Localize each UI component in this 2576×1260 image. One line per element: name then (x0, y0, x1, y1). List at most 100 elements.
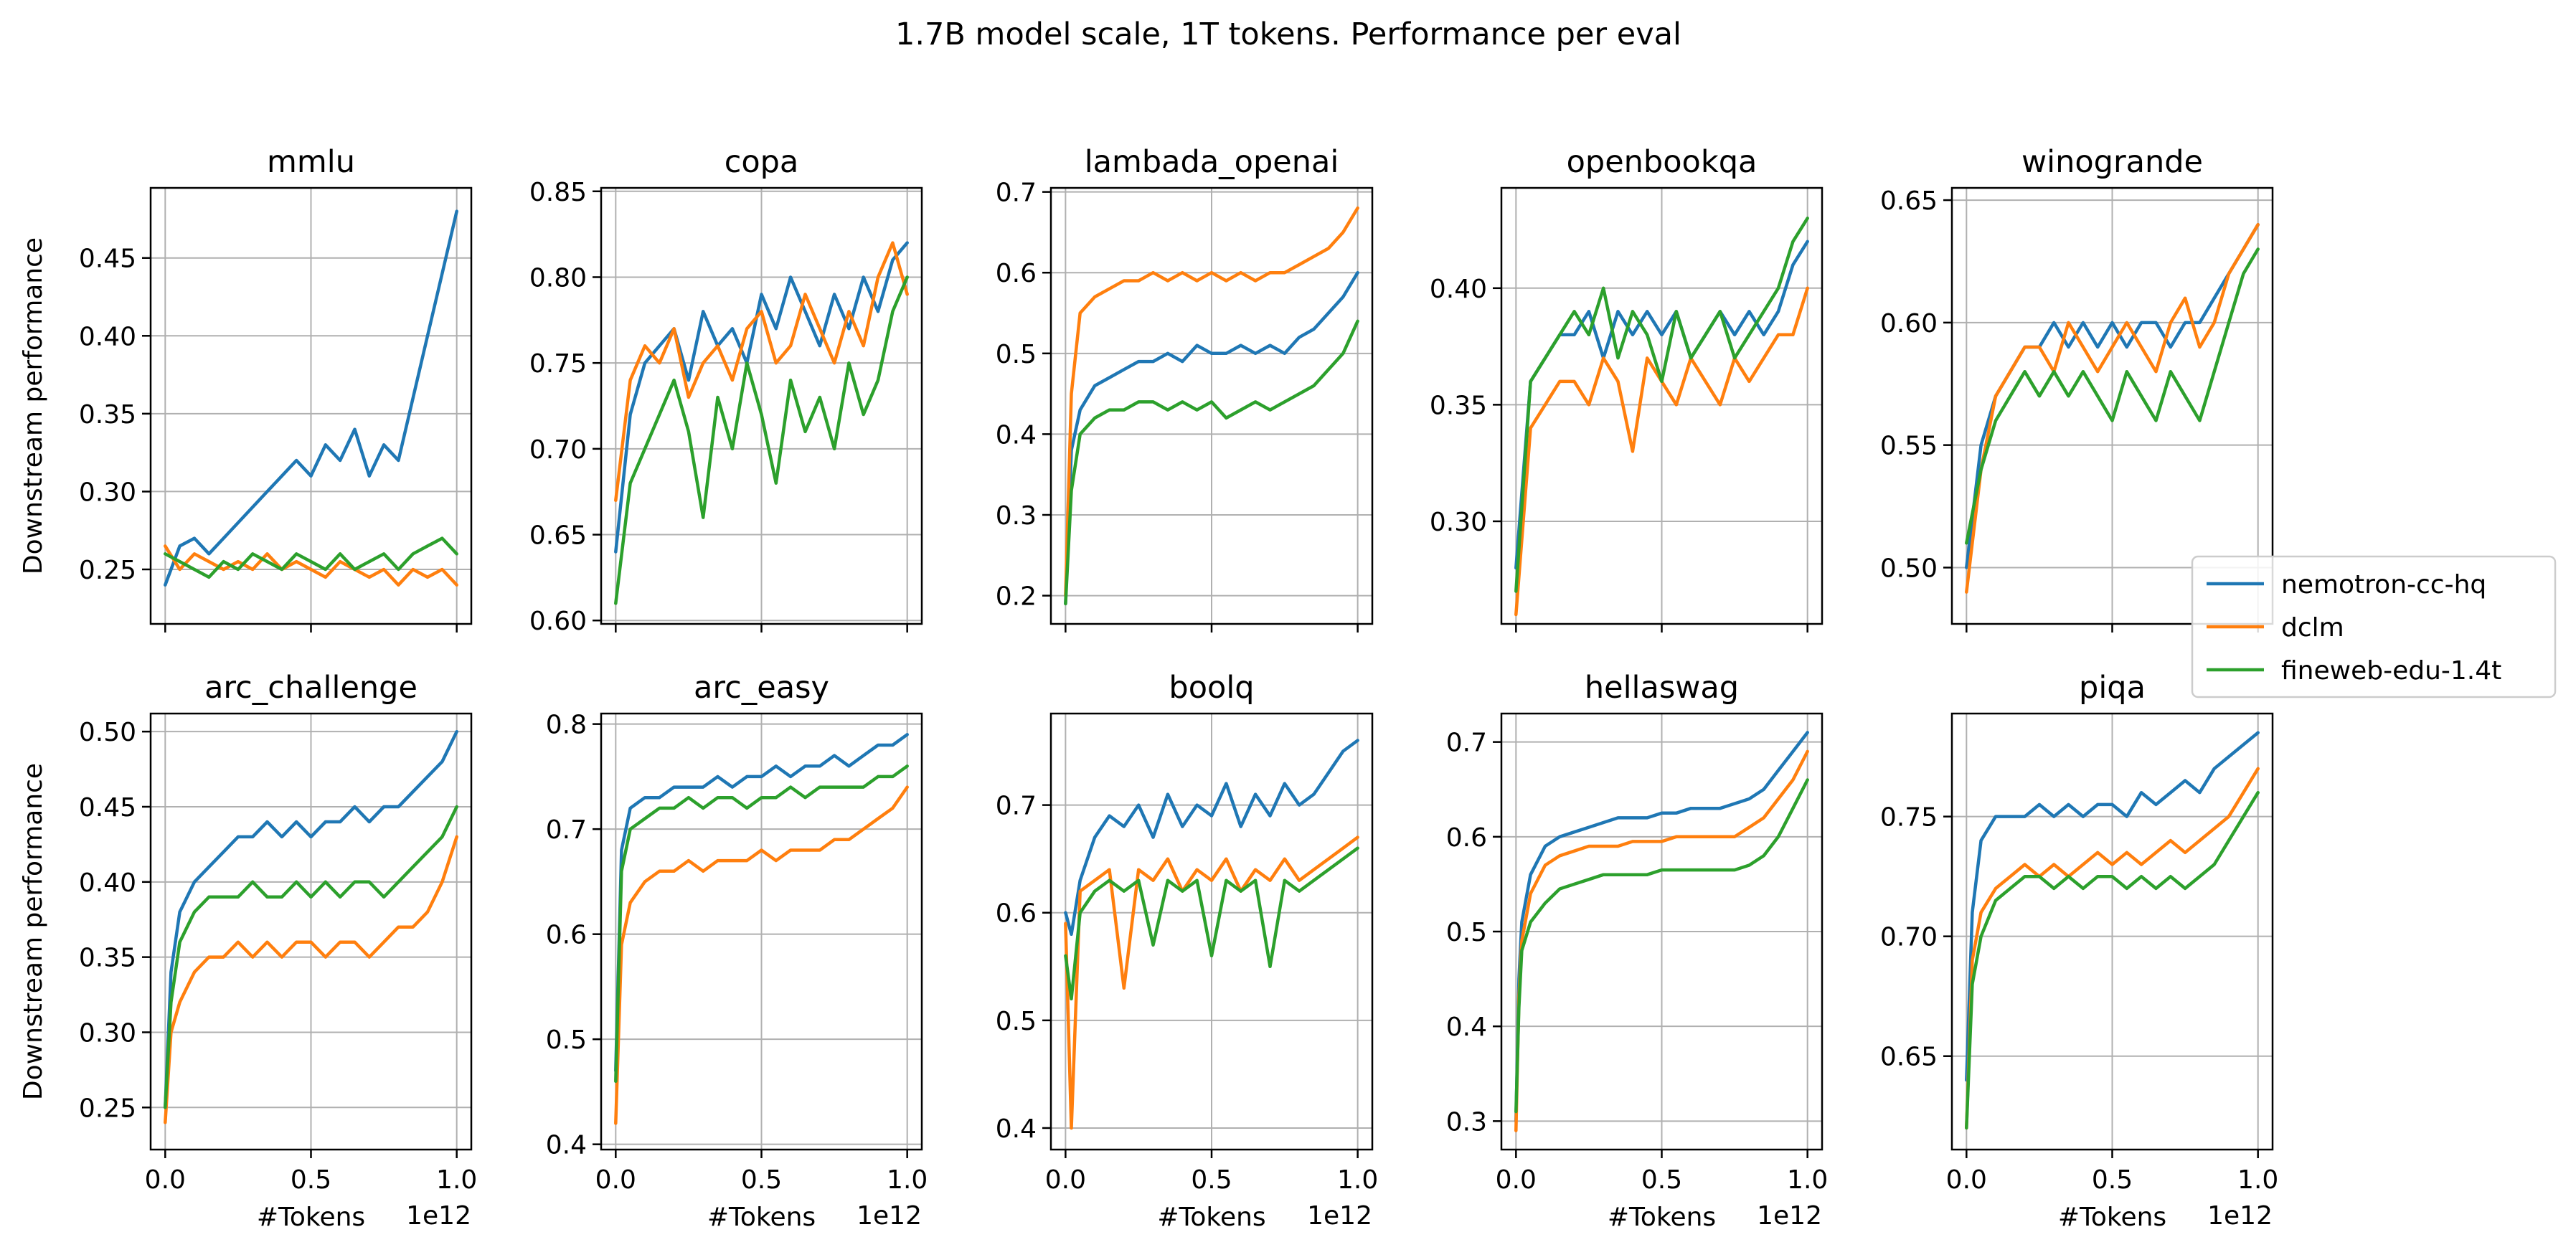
subplot-title: hellaswag (1585, 670, 1739, 706)
legend-label-fineweb-edu-1-4t: fineweb-edu-1.4t (2281, 656, 2501, 686)
y-axis-label: Downstream performance (19, 763, 48, 1100)
subplot-openbookqa: 0.30 0.35 0.40 openbookqa (1430, 144, 1824, 633)
series-line-fineweb-edu-1-4t (614, 764, 909, 1084)
x-axis-label: #Tokens (257, 1203, 365, 1232)
subplot-boolq: 0.4 0.5 0.6 0.7 0.0 0.5 1.0 boolq #Tokens 1e12 (996, 670, 1379, 1232)
x-tick-label: 0.0 (145, 1165, 186, 1195)
x-axis-label: #Tokens (1157, 1203, 1265, 1232)
x-tick-label: 0.0 (595, 1165, 636, 1195)
series-line-nemotron-cc-hq (1965, 731, 2260, 1082)
y-tick-label: 0.25 (79, 556, 136, 585)
series-line-fineweb-edu-1-4t (1064, 319, 1359, 606)
y-tick-label: 0.50 (1880, 554, 1938, 583)
subplot-copa: 0.60 0.65 0.70 0.75 0.80 0.85 copa (529, 144, 923, 636)
y-tick-label: 0.40 (79, 322, 136, 351)
subplot-title: arc_challenge (204, 670, 417, 706)
x-axis-exponent: 1e12 (857, 1201, 922, 1231)
series-line-fineweb-edu-1-4t (164, 805, 458, 1109)
y-tick-label: 0.6 (996, 899, 1037, 929)
y-tick-label: 0.65 (1880, 186, 1938, 216)
subplot-piqa: 0.65 0.70 0.75 0.0 0.5 1.0 piqa #Tokens 1e12 (1880, 670, 2278, 1232)
y-tick-label: 0.4 (546, 1131, 587, 1160)
y-tick-label: 0.70 (1880, 923, 1938, 952)
y-tick-label: 0.6 (1446, 823, 1487, 853)
x-axis-exponent: 1e12 (2207, 1201, 2273, 1231)
series-line-dclm (164, 544, 458, 587)
y-tick-label: 0.60 (1880, 309, 1938, 338)
y-tick-label: 0.5 (996, 340, 1037, 369)
series-line-fineweb-edu-1-4t (1514, 778, 1809, 1114)
x-axis-label: #Tokens (707, 1203, 816, 1232)
y-tick-label: 0.3 (1446, 1107, 1487, 1137)
y-axis-label: Downstream performance (19, 237, 48, 574)
subplot-title: lambada_openai (1085, 144, 1339, 180)
y-tick-label: 0.35 (79, 944, 136, 973)
y-tick-label: 0.45 (79, 245, 136, 274)
subplot-mmlu: 0.25 0.30 0.35 0.40 0.45 mmlu Downstream perfo… (19, 144, 473, 633)
y-tick-label: 0.3 (996, 501, 1037, 531)
y-tick-label: 0.7 (546, 815, 587, 845)
y-tick-label: 0.4 (996, 420, 1037, 450)
subplot-grid: 0.25 0.30 0.35 0.40 0.45 mmlu Downstream perfo… (19, 144, 2278, 1232)
series-line-dclm (164, 835, 458, 1124)
y-tick-label: 0.5 (546, 1025, 587, 1055)
series-line-nemotron-cc-hq (164, 209, 458, 587)
series-line-nemotron-cc-hq (614, 733, 909, 1073)
y-tick-label: 0.2 (996, 582, 1037, 612)
x-tick-label: 1.0 (1787, 1165, 1828, 1195)
series-line-fineweb-edu-1-4t (1965, 247, 2260, 545)
subplot-winogrande: 0.50 0.55 0.60 0.65 winogrande (1880, 144, 2274, 633)
y-tick-label: 0.35 (1430, 391, 1487, 420)
x-tick-label: 0.5 (741, 1165, 782, 1195)
x-tick-label: 0.5 (1641, 1165, 1682, 1195)
x-axis-exponent: 1e12 (406, 1201, 471, 1231)
y-tick-label: 0.7 (996, 792, 1037, 821)
series-line-dclm (1965, 767, 2260, 1130)
y-tick-label: 0.6 (546, 921, 587, 950)
y-tick-label: 0.85 (529, 178, 587, 207)
x-axis-label: #Tokens (1608, 1203, 1716, 1232)
x-axis-label: #Tokens (2058, 1203, 2166, 1232)
subplot-title: openbookqa (1567, 144, 1758, 180)
y-tick-label: 0.75 (1880, 803, 1938, 833)
y-tick-label: 0.30 (1430, 508, 1487, 537)
series-line-fineweb-edu-1-4t (1064, 846, 1359, 1001)
y-tick-label: 0.65 (529, 521, 587, 551)
y-tick-label: 0.30 (79, 478, 136, 507)
y-tick-label: 0.65 (1880, 1043, 1938, 1072)
series-line-dclm (614, 785, 909, 1125)
y-tick-label: 0.50 (79, 718, 136, 747)
series-line-fineweb-edu-1-4t (1514, 217, 1809, 593)
x-tick-label: 0.5 (2092, 1165, 2133, 1195)
subplot-title: arc_easy (694, 670, 829, 706)
subplot-arc-challenge: 0.25 0.30 0.35 0.40 0.45 0.50 0.0 0.5 1.0 arc_cha… (19, 670, 477, 1232)
series-line-nemotron-cc-hq (1064, 270, 1359, 606)
series-line-dclm (1965, 222, 2260, 594)
y-tick-label: 0.30 (79, 1018, 136, 1048)
series-line-nemotron-cc-hq (614, 241, 909, 554)
x-tick-label: 0.5 (291, 1165, 331, 1195)
y-tick-label: 0.55 (1880, 432, 1938, 461)
subplot-title: piqa (2079, 670, 2146, 706)
subplot-title: copa (725, 144, 799, 180)
y-tick-label: 0.35 (79, 400, 136, 430)
y-tick-label: 0.5 (996, 1007, 1037, 1036)
series-line-fineweb-edu-1-4t (164, 536, 458, 579)
legend: nemotron-cc-hq dclm fineweb-edu-1.4t (2191, 555, 2557, 698)
series-line-dclm (1064, 206, 1359, 597)
series-line-fineweb-edu-1-4t (1965, 790, 2260, 1130)
subplot-title: mmlu (267, 144, 355, 180)
x-axis-exponent: 1e12 (1307, 1201, 1372, 1231)
y-tick-label: 0.80 (529, 263, 587, 293)
subplot-title: boolq (1169, 670, 1254, 706)
x-tick-label: 1.0 (887, 1165, 928, 1195)
legend-label-dclm: dclm (2281, 613, 2344, 643)
x-tick-label: 1.0 (2237, 1165, 2278, 1195)
series-line-dclm (1514, 749, 1809, 1132)
y-tick-label: 0.45 (79, 793, 136, 823)
subplot-hellaswag: 0.3 0.4 0.5 0.6 0.7 0.0 0.5 1.0 hellaswag #Tokens… (1446, 670, 1829, 1232)
legend-box (2191, 555, 2557, 698)
series-line-nemotron-cc-hq (1514, 731, 1809, 1123)
subplot-title: winogrande (2021, 144, 2203, 180)
y-tick-label: 0.8 (546, 711, 587, 740)
